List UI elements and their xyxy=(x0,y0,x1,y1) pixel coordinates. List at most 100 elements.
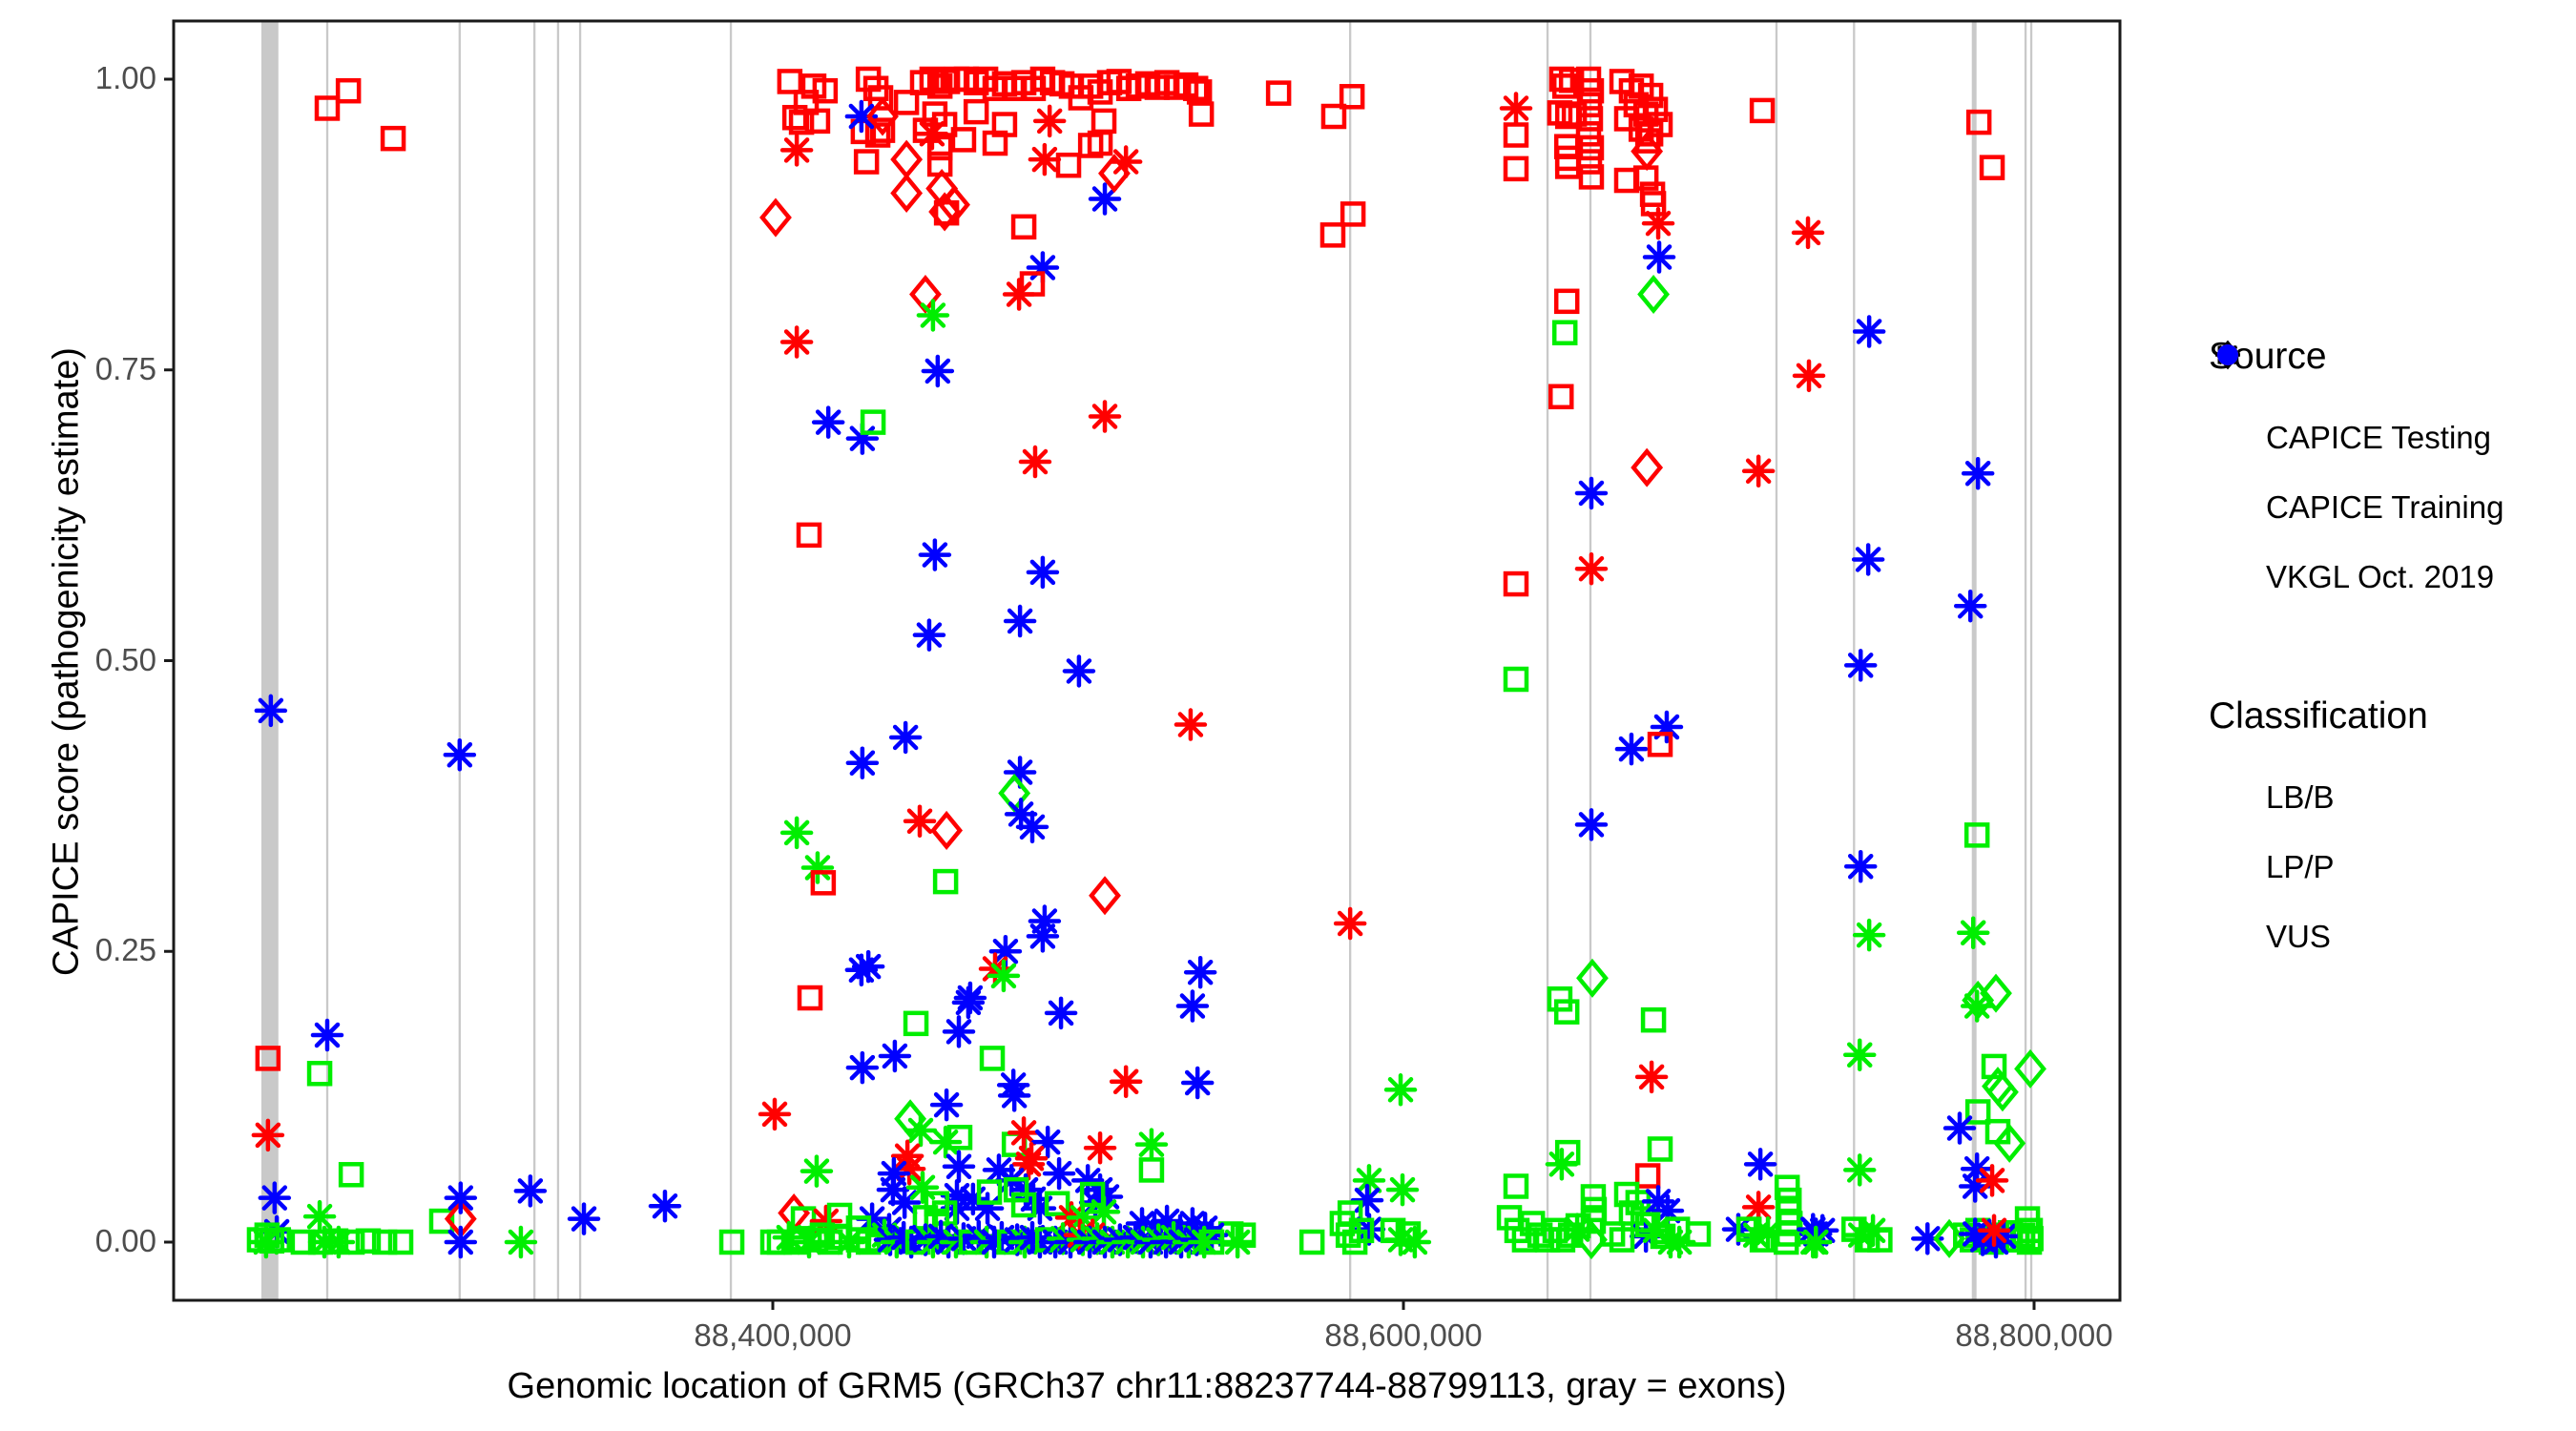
data-point-diamond xyxy=(930,810,964,851)
data-point-square xyxy=(1496,1205,1523,1231)
data-point-square xyxy=(1979,155,2005,180)
data-point-asterisk xyxy=(322,1225,356,1259)
legend-item-diamond-glyph xyxy=(2209,340,2253,457)
data-point-square xyxy=(1578,135,1605,161)
data-point-asterisk xyxy=(1042,1156,1076,1191)
data-point-square xyxy=(1964,1099,1991,1125)
data-point-square xyxy=(1963,822,1990,848)
legend-item-square: CAPICE Training xyxy=(2209,345,2571,542)
data-point-square xyxy=(946,1125,973,1151)
data-point-square xyxy=(1298,1229,1325,1255)
data-point-asterisk xyxy=(1634,1060,1669,1094)
data-point-square xyxy=(1578,77,1605,104)
x-tick-label: 88,800,000 xyxy=(1955,1317,2113,1353)
data-point-square xyxy=(428,1208,455,1234)
data-point-asterisk xyxy=(942,1150,976,1184)
data-point-asterisk xyxy=(951,985,986,1020)
data-point-square xyxy=(1965,109,1992,135)
data-point-asterisk xyxy=(987,959,1021,993)
data-point-asterisk xyxy=(1109,1065,1143,1099)
data-point-asterisk xyxy=(878,1039,912,1073)
data-point-asterisk xyxy=(905,1171,940,1204)
data-point-square xyxy=(1640,191,1667,217)
data-point-asterisk xyxy=(915,117,949,151)
data-point-square xyxy=(1576,149,1603,175)
data-point-square xyxy=(380,125,406,152)
data-point-asterisk xyxy=(1007,1116,1041,1150)
data-point-asterisk xyxy=(1953,589,1987,623)
data-point-square xyxy=(976,1179,1003,1205)
data-point-square xyxy=(1182,75,1209,102)
data-point-square xyxy=(1339,84,1365,110)
data-point-square xyxy=(254,1222,280,1248)
data-point-asterisk xyxy=(251,1118,285,1152)
data-point-square xyxy=(1576,92,1603,118)
legend-item-vus: VUS xyxy=(2209,344,2571,971)
data-point-square xyxy=(1019,271,1046,297)
data-point-asterisk xyxy=(444,1225,478,1259)
legend-item-asterisk-label: VKGL Oct. 2019 xyxy=(2266,558,2495,594)
data-point-square xyxy=(950,127,977,153)
data-point-asterisk xyxy=(1638,1213,1672,1248)
data-point-square xyxy=(869,117,896,143)
data-point-asterisk xyxy=(1843,649,1878,682)
data-point-asterisk xyxy=(1842,1153,1877,1187)
data-point-square xyxy=(797,985,823,1011)
data-point-asterisk xyxy=(888,720,923,755)
data-point-asterisk xyxy=(1843,850,1878,883)
legend-item-lb-b-label: LB/B xyxy=(2266,778,2335,815)
data-point-square xyxy=(1395,1221,1422,1247)
exon-band xyxy=(325,21,329,1300)
data-point-asterisk xyxy=(844,953,879,987)
data-point-asterisk xyxy=(1398,1225,1432,1259)
exon-band xyxy=(2029,21,2033,1300)
data-point-asterisk xyxy=(1961,456,1995,490)
data-point-square xyxy=(1010,214,1037,240)
legend-classification-title: Classification xyxy=(2209,695,2428,736)
data-point-square xyxy=(979,1046,1006,1071)
data-point-square xyxy=(1647,732,1673,757)
data-point-asterisk xyxy=(1220,1225,1255,1259)
legend-item-diamond-label: CAPICE Testing xyxy=(2266,419,2491,455)
data-point-square xyxy=(1003,1176,1029,1203)
data-point-square xyxy=(1609,1227,1635,1253)
data-point-asterisk xyxy=(758,1097,792,1131)
data-point-asterisk xyxy=(988,935,1023,968)
data-point-asterisk xyxy=(1026,920,1060,953)
data-point-square xyxy=(963,98,989,125)
data-point-square xyxy=(1010,1192,1037,1218)
data-point-asterisk xyxy=(1560,1213,1594,1246)
data-point-square xyxy=(338,1162,364,1188)
exon-band xyxy=(556,21,560,1300)
data-point-asterisk xyxy=(1350,1183,1384,1217)
data-point-square xyxy=(314,95,341,121)
data-point-asterisk xyxy=(845,1050,880,1085)
data-point-square xyxy=(1577,106,1604,132)
data-point-diamond xyxy=(890,139,924,179)
data-point-diamond xyxy=(2014,1048,2046,1089)
data-point-square xyxy=(306,1060,333,1087)
data-point-square xyxy=(718,1229,745,1255)
data-point-asterisk xyxy=(811,405,845,439)
data-point-square xyxy=(1640,1006,1667,1033)
legend-item-lp-p: LP/P xyxy=(2209,344,2571,902)
data-point-asterisk xyxy=(779,816,814,850)
data-point-square xyxy=(2017,1217,2044,1244)
data-point-asterisk xyxy=(444,1181,478,1214)
data-point-asterisk xyxy=(567,1202,601,1235)
data-point-asterisk xyxy=(1044,996,1078,1030)
data-point-asterisk xyxy=(1741,454,1776,488)
data-point-square xyxy=(371,1229,398,1255)
data-point-asterisk xyxy=(892,1151,926,1186)
data-point-square xyxy=(1320,103,1347,130)
exon-band xyxy=(578,21,582,1300)
data-point-asterisk xyxy=(1088,400,1122,433)
data-point-asterisk xyxy=(1792,359,1826,393)
data-point-asterisk xyxy=(1614,732,1649,766)
data-point-asterisk xyxy=(302,1199,337,1234)
data-point-diamond xyxy=(1089,876,1121,916)
data-point-square xyxy=(1547,985,1573,1012)
data-point-asterisk xyxy=(1852,918,1886,952)
legend-item-asterisk: VKGL Oct. 2019 xyxy=(2209,342,2571,612)
